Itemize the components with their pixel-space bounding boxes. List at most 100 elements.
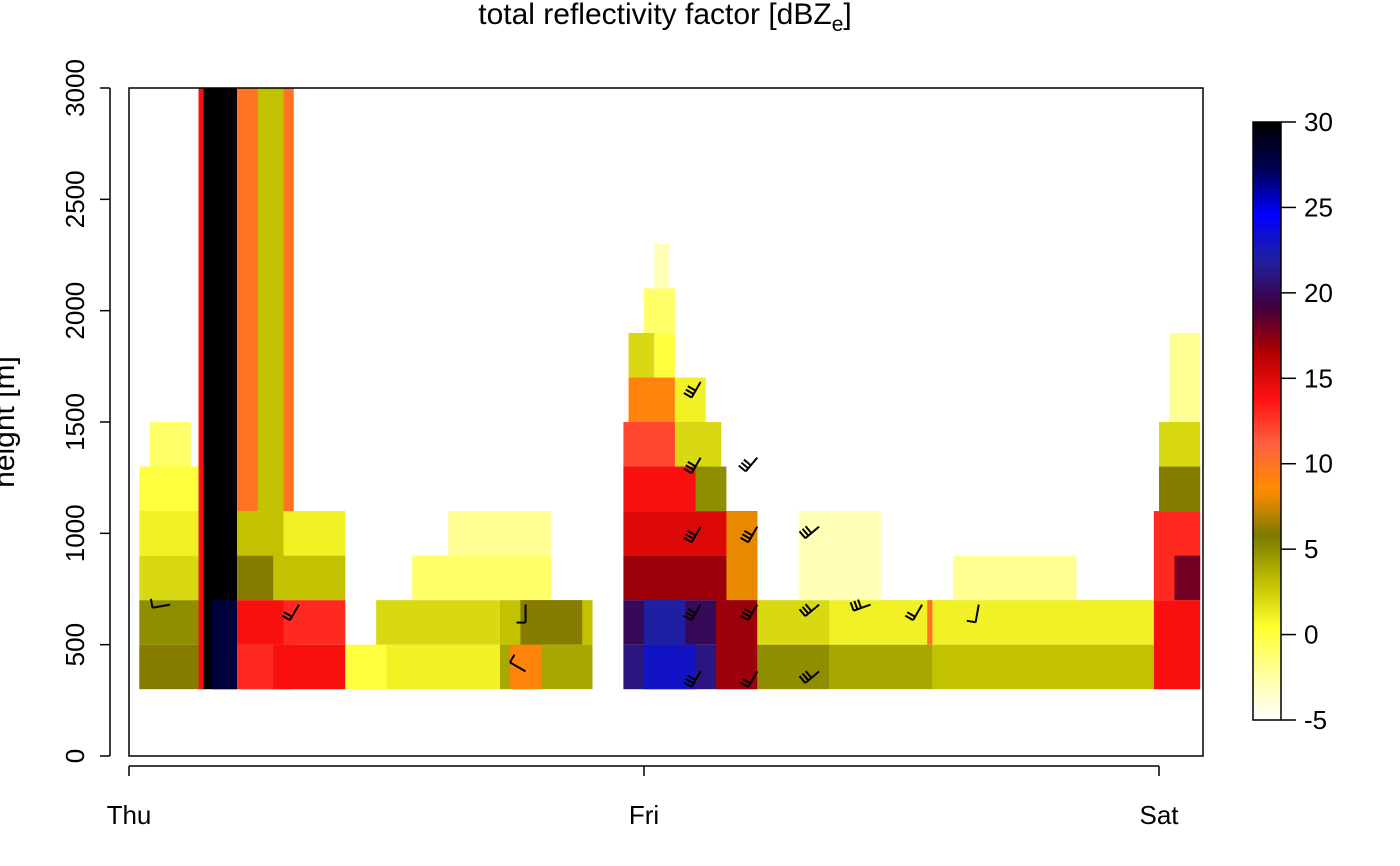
colorbar-gradient — [1252, 121, 1282, 721]
heatmap-cell — [283, 511, 346, 556]
y-tick-label: 1500 — [60, 393, 90, 451]
wind-barb — [740, 526, 759, 544]
wind-barb — [683, 381, 702, 399]
heatmap-cell — [139, 644, 202, 690]
heatmap-cell — [237, 511, 284, 556]
heatmap-cell — [757, 644, 830, 690]
heatmap-cell — [520, 600, 583, 645]
colorbar-tick-label: 20 — [1304, 278, 1333, 308]
wind-barb — [740, 604, 759, 622]
colorbar-tick-label: 25 — [1304, 192, 1333, 222]
wind-barbs — [149, 381, 980, 688]
wind-barb — [683, 670, 702, 688]
colorbar-tick-label: -5 — [1304, 705, 1327, 735]
heatmap-cell — [1153, 600, 1201, 690]
heatmap-cell — [201, 88, 238, 690]
y-tick-label: 2500 — [60, 170, 90, 228]
plot-frame — [128, 87, 1204, 757]
heatmap-cell — [139, 511, 202, 556]
y-tick-label: 500 — [60, 623, 90, 666]
heatmap-cell — [211, 600, 238, 690]
y-axis: 0 500 1000 1500 2000 2500 3000 — [60, 59, 111, 763]
wind-barb — [281, 604, 300, 622]
heatmap-cell — [1159, 466, 1201, 512]
chart-title: total reflectivity factor [dBZe] — [478, 0, 851, 36]
heatmap-cell — [953, 555, 1077, 601]
heatmap-cell — [628, 332, 655, 378]
wind-barb — [683, 457, 702, 475]
heatmap-cell — [927, 600, 933, 645]
wind-barb — [738, 456, 759, 473]
colorbar-tick-label: 15 — [1304, 363, 1333, 393]
chart-title-text: total reflectivity factor [dBZ — [478, 0, 831, 31]
wind-barb — [966, 604, 980, 624]
heatmap-cell — [139, 600, 202, 645]
wind-barb — [149, 598, 171, 609]
colorbar-ticks: -5 0 5 10 15 20 25 30 — [1281, 107, 1333, 735]
heatmap-cell — [932, 600, 1154, 645]
heatmap-cell — [644, 644, 696, 690]
heatmap-cell — [1159, 422, 1201, 467]
heatmap-cell — [386, 644, 500, 690]
heatmap-cell — [623, 466, 706, 512]
colorbar-tick-label: 5 — [1304, 534, 1318, 564]
heatmap-cell — [412, 555, 552, 601]
heatmap-cell — [273, 644, 346, 690]
y-tick-label: 2000 — [60, 282, 90, 340]
heatmap-cell — [1169, 332, 1201, 422]
heatmap-cell — [448, 511, 552, 556]
wind-barb — [904, 604, 923, 622]
colorbar-tick-label: 10 — [1304, 449, 1333, 479]
heatmap-cell — [198, 88, 204, 690]
wind-barb — [516, 604, 527, 624]
heatmap-cell — [139, 466, 202, 512]
x-tick-label: Thu — [107, 800, 152, 830]
heatmap-cell — [932, 644, 1154, 690]
y-tick-label: 1000 — [60, 504, 90, 562]
heatmap-cell — [644, 600, 686, 645]
wind-barb — [509, 654, 527, 673]
heatmap-cell — [695, 466, 727, 512]
heatmap-cells — [139, 88, 1201, 690]
wind-barb — [849, 599, 871, 612]
heatmap-cell — [644, 288, 675, 333]
heatmap-cell — [654, 243, 670, 289]
colorbar: -5 0 5 10 15 20 25 30 — [1252, 107, 1333, 735]
heatmap-cell — [628, 377, 675, 422]
heatmap-cell — [139, 555, 202, 601]
x-tick-label: Sat — [1139, 800, 1179, 830]
heatmap-cell — [757, 600, 830, 645]
heatmap-cell — [654, 332, 675, 378]
heatmap-cell — [798, 511, 881, 601]
colorbar-tick-label: 30 — [1304, 107, 1333, 137]
heatmap-cell — [273, 555, 346, 601]
y-tick-label: 0 — [60, 749, 90, 763]
x-tick-label: Fri — [629, 800, 659, 830]
heatmap-cell — [1174, 555, 1201, 601]
heatmap-cell — [257, 88, 284, 512]
heatmap-cell — [510, 644, 541, 690]
heatmap-cell — [726, 511, 758, 601]
x-axis: Thu Fri Sat — [107, 765, 1179, 830]
wind-barb — [798, 670, 820, 684]
chart-title-subscript: e — [832, 13, 844, 36]
heatmap-cell — [376, 600, 500, 645]
heatmap-cell — [237, 600, 284, 645]
heatmap-cell — [829, 600, 933, 645]
wind-barb — [798, 603, 820, 617]
heatmap-cell — [345, 644, 387, 690]
y-tick-label: 3000 — [60, 59, 90, 117]
heatmap-cell — [149, 422, 191, 467]
wind-barb — [683, 526, 702, 544]
heatmap-cell — [674, 377, 706, 422]
wind-barb — [740, 670, 759, 688]
colorbar-tick-label: 0 — [1304, 620, 1318, 650]
wind-barb — [798, 525, 820, 539]
wind-barb — [683, 604, 702, 622]
heatmap-cell — [829, 644, 933, 690]
y-axis-label: height [m] — [0, 356, 21, 488]
heatmap-cell — [674, 422, 722, 467]
heatmap-cell — [283, 600, 346, 645]
chart-title-suffix: ] — [843, 0, 851, 31]
